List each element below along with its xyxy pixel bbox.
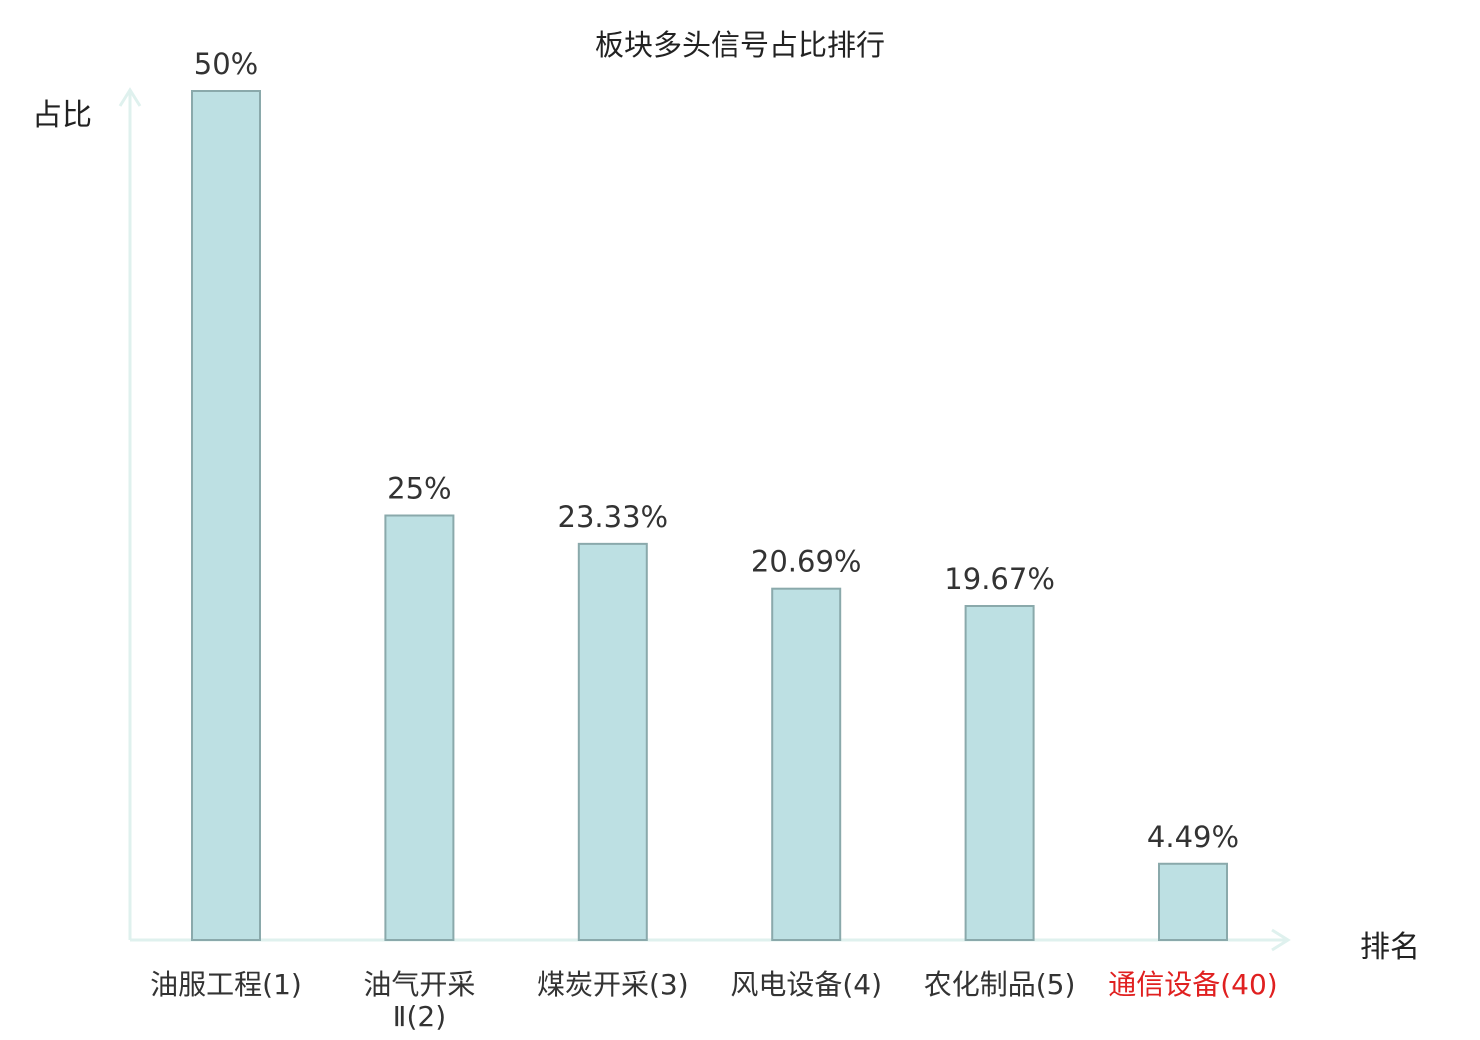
x-tick-label: Ⅱ(2) [393,1000,446,1033]
chart-title: 板块多头信号占比排行 [594,28,885,62]
bar [577,542,648,942]
y-axis-label: 占比 [32,98,92,133]
x-tick-label: 煤炭开采(3) [537,968,689,1001]
bar [384,514,455,941]
x-tick-label: 油服工程(1) [150,968,302,1001]
data-label: 20.69% [751,545,862,579]
data-label: 25% [387,472,451,506]
data-label: 50% [194,47,258,81]
y-axis-arrow [118,87,142,107]
x-axis-label: 排名 [1360,930,1420,965]
x-tick-label: 风电设备(4) [730,968,882,1001]
bar [771,587,842,941]
bar [191,90,261,941]
x-tick-label: 农化制品(5) [924,968,1076,1001]
data-label: 19.67% [944,562,1055,596]
x-tick-label: 通信设备(40) [1108,968,1277,1001]
x-tick-label: 油气开采 [363,968,475,1001]
x-axis-arrow [1271,928,1291,952]
bar [964,605,1035,942]
data-label: 4.49% [1147,820,1239,854]
data-label: 23.33% [558,500,669,534]
bar [1158,862,1228,942]
